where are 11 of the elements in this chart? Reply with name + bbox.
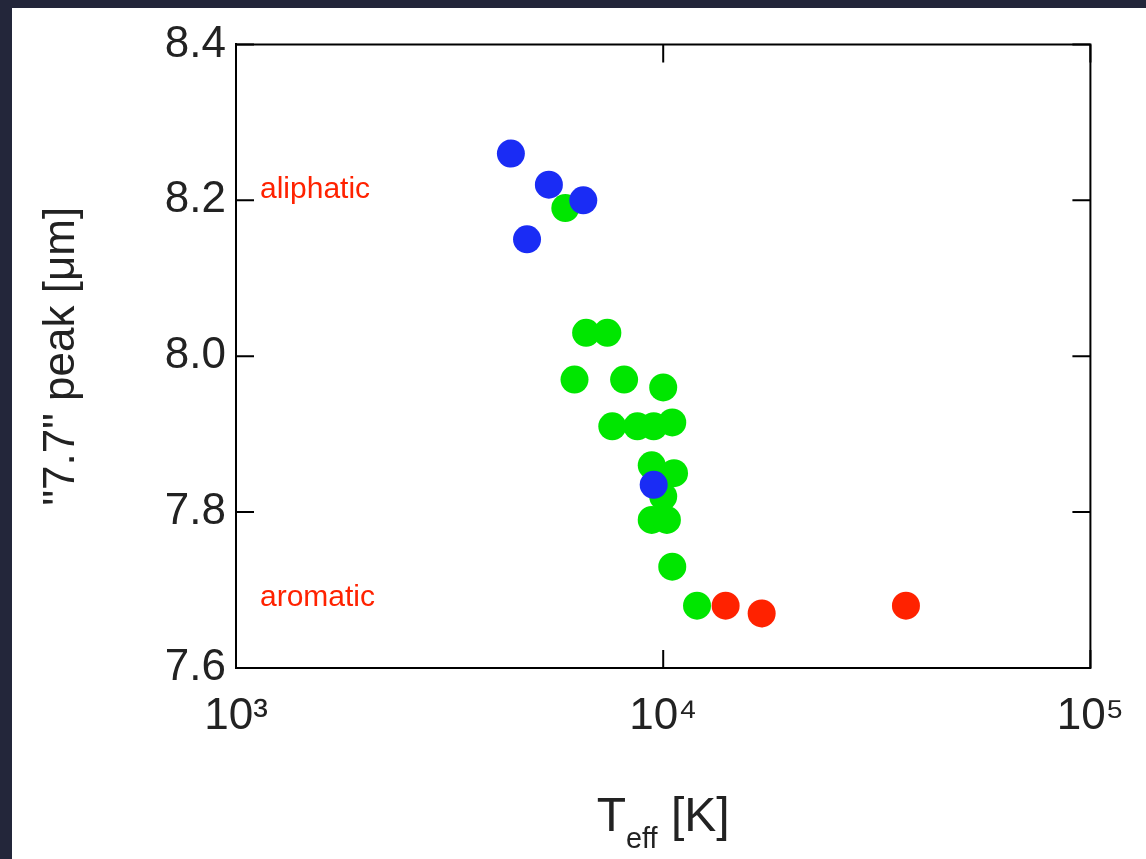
y-axis-title: "7.7" peak [μm]	[34, 206, 83, 506]
y-tick-label: 8.2	[164, 172, 226, 222]
x-tick-label: 10³	[204, 688, 268, 738]
annotation: aliphatic	[260, 170, 371, 204]
y-tick-label: 8.4	[164, 16, 226, 66]
y-tick-label: 7.6	[164, 640, 226, 690]
x-tick-label: 10⁴	[629, 688, 698, 738]
y-tick-label: 8.0	[164, 328, 226, 378]
annotation: aromatic	[260, 579, 376, 613]
x-tick-label: 10⁵	[1056, 688, 1124, 738]
y-tick-label: 7.8	[164, 484, 226, 534]
